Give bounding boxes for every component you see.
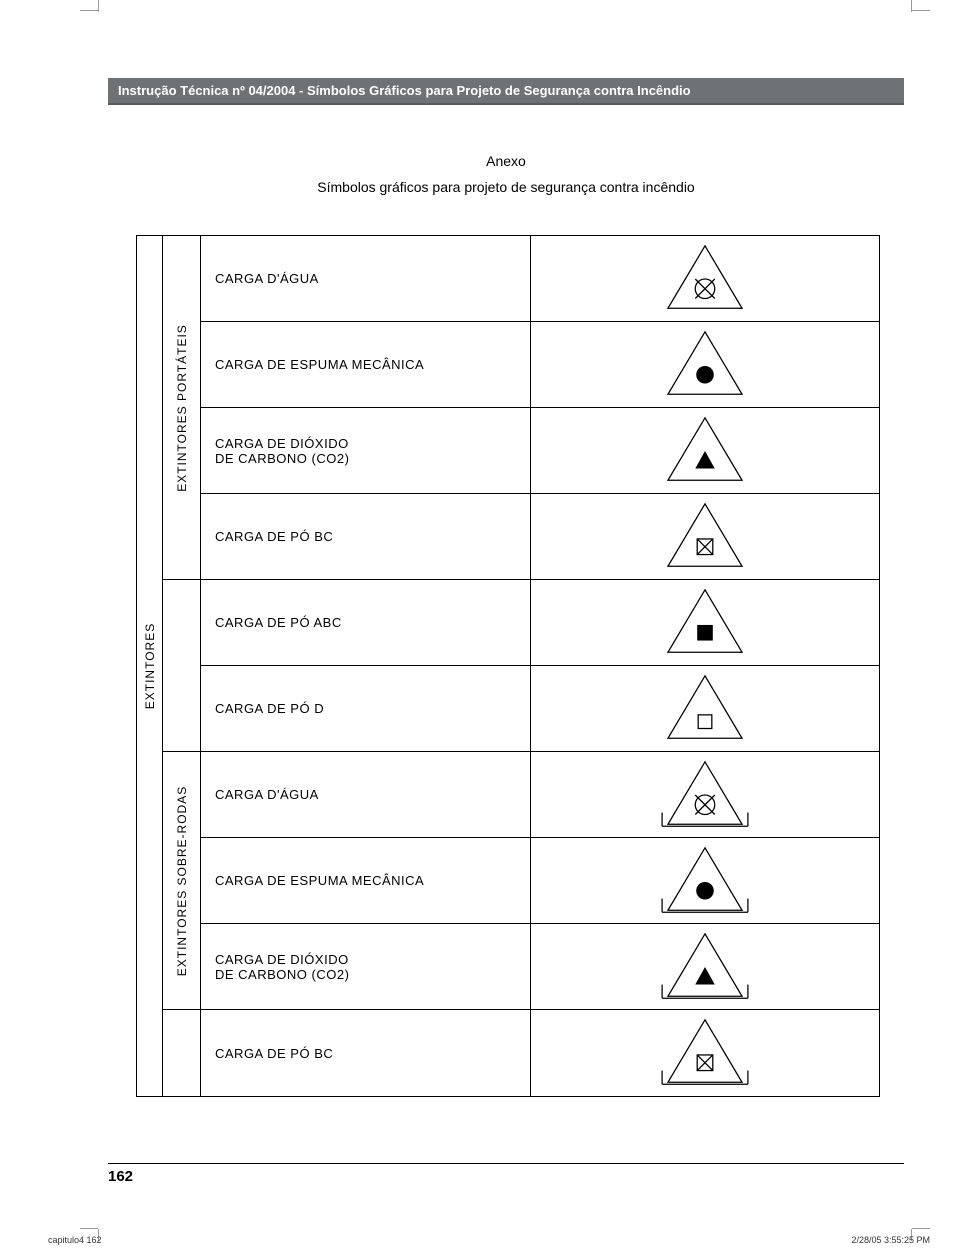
- row-label: CARGA DE DIÓXIDO DE CARBONO (CO2): [201, 408, 531, 493]
- row-label: CARGA DE PÓ D: [201, 666, 531, 751]
- row-label: CARGA DE PÓ ABC: [201, 580, 531, 665]
- table-row: CARGA DE PÓ BC: [201, 1010, 880, 1096]
- anexo-block: Anexo Símbolos gráficos para projeto de …: [108, 153, 904, 195]
- table-row: CARGA D'ÁGUA: [201, 752, 880, 838]
- table-row: CARGA DE DIÓXIDO DE CARBONO (CO2): [201, 924, 880, 1010]
- row-symbol: [531, 838, 880, 923]
- rows-column: CARGA D'ÁGUACARGA DE ESPUMA MECÂNICACARG…: [201, 236, 880, 1096]
- row-symbol: [531, 752, 880, 837]
- row-symbol: [531, 580, 880, 665]
- row-symbol: [531, 494, 880, 579]
- group-label: EXTINTORES PORTÁTEIS: [175, 324, 189, 492]
- crop-mark: [80, 10, 98, 11]
- crop-mark: [80, 1228, 98, 1229]
- table-row: CARGA D'ÁGUA: [201, 236, 880, 322]
- row-label: CARGA DE DIÓXIDO DE CARBONO (CO2): [201, 924, 531, 1009]
- crop-mark: [912, 10, 930, 11]
- table-row: CARGA DE ESPUMA MECÂNICA: [201, 322, 880, 408]
- page-header: Instrução Técnica nº 04/2004 - Símbolos …: [108, 78, 904, 105]
- table-row: CARGA DE PÓ BC: [201, 494, 880, 580]
- group-cell: [163, 1010, 200, 1096]
- row-symbol: [531, 322, 880, 407]
- crop-mark: [911, 0, 912, 12]
- row-symbol: [531, 1010, 880, 1096]
- row-label: CARGA DE ESPUMA MECÂNICA: [201, 322, 531, 407]
- row-symbol: [531, 408, 880, 493]
- row-label: CARGA DE PÓ BC: [201, 494, 531, 579]
- footer-left: capitulo4 162: [48, 1235, 102, 1245]
- footer-right: 2/28/05 3:55:25 PM: [851, 1235, 930, 1245]
- table-row: CARGA DE PÓ ABC: [201, 580, 880, 666]
- crop-mark: [98, 0, 99, 12]
- anexo-title: Anexo: [108, 153, 904, 169]
- content-area: Instrução Técnica nº 04/2004 - Símbolos …: [108, 78, 904, 1097]
- group-cell: EXTINTORES PORTÁTEIS: [163, 236, 200, 580]
- row-symbol: [531, 666, 880, 751]
- anexo-subtitle: Símbolos gráficos para projeto de segura…: [108, 179, 904, 195]
- group-cell: [163, 580, 200, 752]
- table-row: CARGA DE DIÓXIDO DE CARBONO (CO2): [201, 408, 880, 494]
- print-footer: capitulo4 162 2/28/05 3:55:25 PM: [48, 1235, 930, 1245]
- outer-category-column: EXTINTORES: [137, 236, 163, 1096]
- table-row: CARGA DE ESPUMA MECÂNICA: [201, 838, 880, 924]
- crop-mark: [912, 1228, 930, 1229]
- table-row: CARGA DE PÓ D: [201, 666, 880, 752]
- row-symbol: [531, 236, 880, 321]
- row-symbol: [531, 924, 880, 1009]
- symbol-table: EXTINTORES EXTINTORES PORTÁTEISEXTINTORE…: [136, 235, 880, 1097]
- row-label: CARGA D'ÁGUA: [201, 236, 531, 321]
- row-label: CARGA D'ÁGUA: [201, 752, 531, 837]
- group-label: EXTINTORES SOBRE-RODAS: [175, 785, 189, 975]
- group-cell: EXTINTORES SOBRE-RODAS: [163, 752, 200, 1010]
- page-number: 162: [108, 1163, 904, 1185]
- row-label: CARGA DE ESPUMA MECÂNICA: [201, 838, 531, 923]
- outer-category-label: EXTINTORES: [143, 623, 157, 709]
- row-label: CARGA DE PÓ BC: [201, 1010, 531, 1096]
- group-column: EXTINTORES PORTÁTEIS EXTINTORES SOBRE-ROD…: [163, 236, 201, 1096]
- page: Instrução Técnica nº 04/2004 - Símbolos …: [0, 0, 960, 1259]
